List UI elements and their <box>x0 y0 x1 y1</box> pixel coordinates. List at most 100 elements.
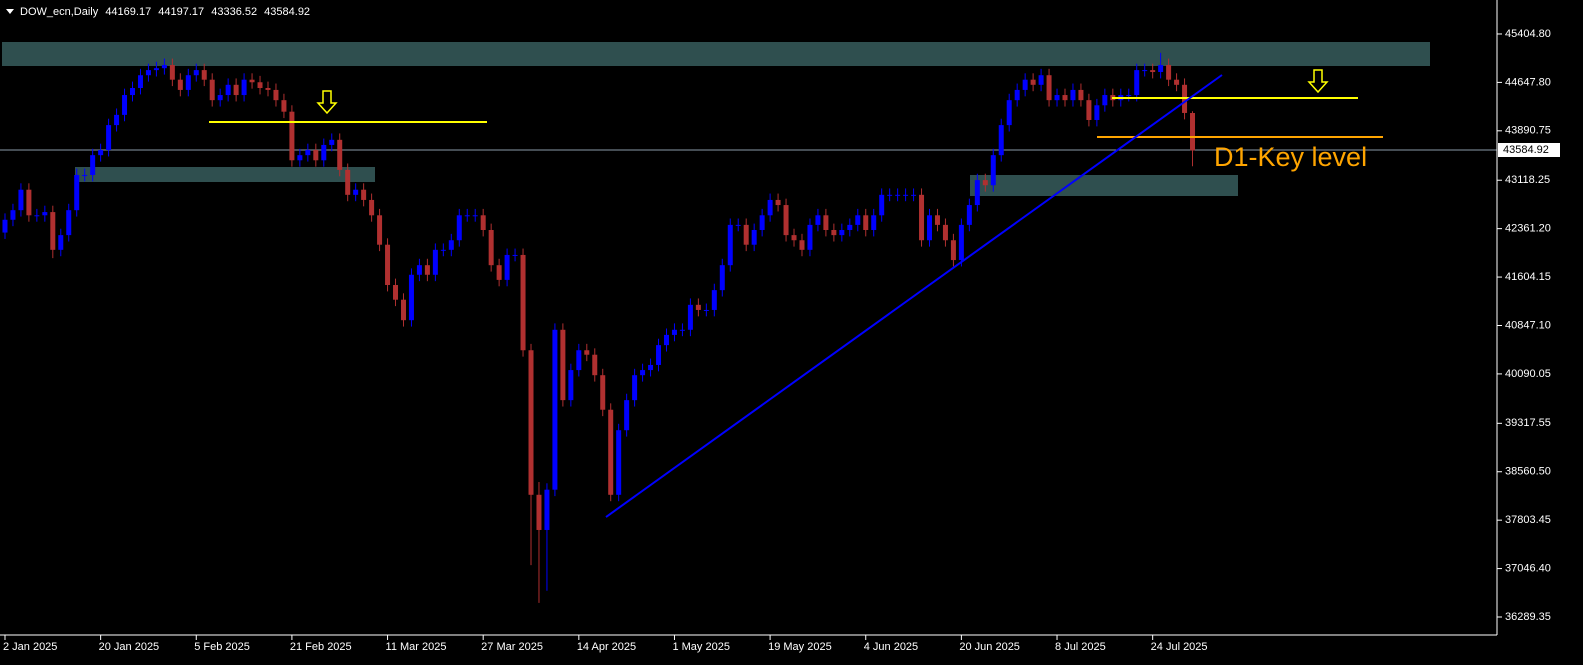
drawings: D1-Key level <box>209 69 1383 518</box>
candle-body <box>727 224 733 266</box>
x-tick-label: 2 Jan 2025 <box>3 641 57 653</box>
candle-body <box>273 89 279 101</box>
candle-body <box>648 364 654 371</box>
candle-body <box>193 70 199 76</box>
candle-body <box>241 79 247 96</box>
candle-body <box>974 180 980 206</box>
candle-body <box>934 215 940 225</box>
candle-body <box>305 150 311 156</box>
candle-body <box>281 100 287 112</box>
open-value: 44169.17 <box>105 6 151 18</box>
candle-body <box>400 299 406 321</box>
y-tick-label: 43890.75 <box>1505 125 1551 137</box>
y-tick-label: 41604.15 <box>1505 271 1551 283</box>
trend-line <box>605 74 1223 518</box>
support-zone <box>970 175 1238 196</box>
candle-body <box>528 350 534 495</box>
candle-body <box>185 75 191 90</box>
candle-body <box>616 430 622 495</box>
candle-body <box>1054 95 1060 101</box>
candle-body <box>480 215 486 231</box>
candle-body <box>424 265 430 275</box>
candle-body <box>337 139 343 170</box>
candle-body <box>169 64 175 80</box>
y-tick-label: 37046.40 <box>1505 562 1551 574</box>
candle-body <box>98 150 104 156</box>
candle-body <box>361 189 367 200</box>
axes: 45404.80 44647.80 43890.75 43118.25 42361.20… <box>3 28 1551 653</box>
candle-body <box>998 125 1004 156</box>
candle-body <box>839 230 845 236</box>
candle-body <box>536 494 542 530</box>
candle-body <box>560 329 566 401</box>
candle-body <box>775 199 781 206</box>
candle-body <box>106 125 112 151</box>
candle-body <box>831 230 837 236</box>
candle-body <box>911 194 917 196</box>
candle-body <box>919 194 925 241</box>
candle-body <box>1046 75 1052 101</box>
candle-body <box>201 70 207 80</box>
candle-body <box>1006 100 1012 126</box>
candle-body <box>1030 79 1036 85</box>
y-tick-label: 44647.80 <box>1505 76 1551 88</box>
candle-body <box>687 304 693 330</box>
candle-body <box>153 68 159 71</box>
candle-body <box>416 265 422 275</box>
candle-body <box>1174 79 1180 85</box>
candle-body <box>377 215 383 245</box>
candle-body <box>640 370 646 376</box>
candle-body <box>488 230 494 266</box>
candle-body <box>679 329 685 331</box>
menu-triangle <box>6 9 14 14</box>
x-tick-label: 4 Jun 2025 <box>864 641 918 653</box>
candle-body <box>1134 70 1140 96</box>
candle-body <box>552 329 558 490</box>
candle-body <box>735 224 741 226</box>
candle-body <box>313 150 319 161</box>
candle-body <box>26 189 32 216</box>
candle-body <box>345 169 351 195</box>
candle-body <box>719 265 725 291</box>
candle-body <box>1086 100 1092 120</box>
candle-body <box>958 224 964 261</box>
candle-body <box>1126 95 1132 97</box>
candle-body <box>751 230 757 245</box>
candle-body <box>66 210 72 236</box>
candle-body <box>767 199 773 216</box>
candle-body <box>743 224 749 245</box>
symbol: DOW_ecn,Daily <box>20 6 99 18</box>
x-tick-label: 27 Mar 2025 <box>481 641 543 653</box>
candle-body <box>544 489 550 530</box>
candle-body <box>903 194 909 196</box>
candle-body <box>393 285 399 300</box>
close-value: 43584.92 <box>264 6 310 18</box>
candle-body <box>711 290 717 310</box>
candle-body <box>50 212 56 250</box>
x-tick-label: 19 May 2025 <box>768 641 832 653</box>
candle-body <box>130 88 136 96</box>
candle-body <box>217 95 223 101</box>
x-tick-label: 20 Jan 2025 <box>99 641 160 653</box>
candle-body <box>1190 113 1196 151</box>
candle-body <box>656 345 662 365</box>
resistance-zone <box>2 42 1430 66</box>
x-tick-label: 20 Jun 2025 <box>959 641 1020 653</box>
candle-body <box>385 244 391 286</box>
candle-body <box>632 375 638 401</box>
x-tick-label: 14 Apr 2025 <box>577 641 636 653</box>
candle-body <box>289 111 295 161</box>
candle-body <box>329 139 335 145</box>
candle-body <box>74 174 80 211</box>
candle-body <box>448 240 454 250</box>
y-tick-label: 40090.05 <box>1505 368 1551 380</box>
candle-body <box>257 82 263 89</box>
x-tick-label: 1 May 2025 <box>672 641 729 653</box>
x-tick-label: 11 Mar 2025 <box>386 641 447 653</box>
y-tick-label: 45404.80 <box>1505 28 1551 40</box>
candle-body <box>265 88 271 90</box>
candle-body <box>863 215 869 231</box>
